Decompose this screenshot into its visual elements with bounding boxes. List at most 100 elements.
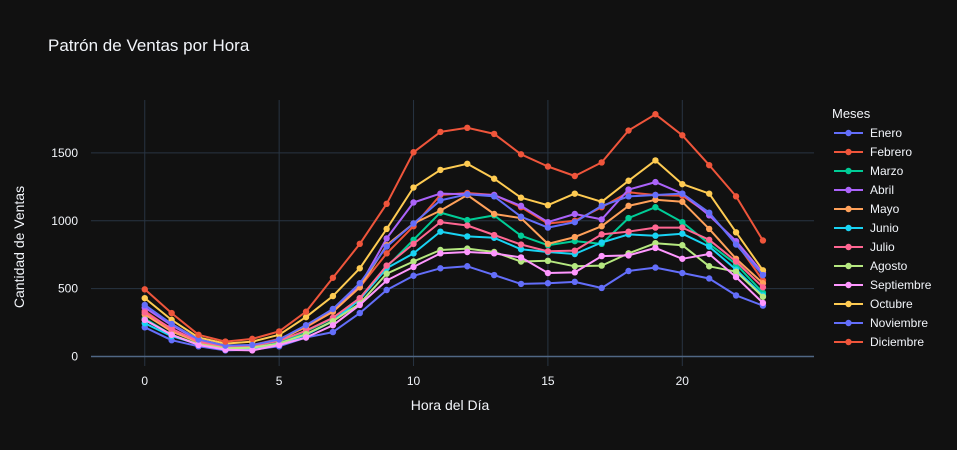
data-point bbox=[759, 271, 767, 279]
series-line bbox=[144, 246, 764, 352]
data-point bbox=[141, 286, 148, 293]
data-point bbox=[249, 335, 256, 343]
y-tick-label: 1000 bbox=[51, 214, 78, 228]
data-point bbox=[732, 193, 740, 200]
data-point bbox=[517, 246, 525, 253]
data-point bbox=[464, 222, 471, 229]
y-tick-label: 500 bbox=[58, 282, 78, 296]
legend-swatch-marker bbox=[845, 129, 852, 137]
legend-label: Noviembre bbox=[870, 316, 928, 330]
data-point bbox=[544, 280, 552, 287]
legend-item[interactable]: Marzo bbox=[834, 164, 904, 178]
data-point bbox=[329, 305, 337, 313]
data-point bbox=[383, 270, 390, 277]
data-point bbox=[437, 250, 444, 257]
legend-item[interactable]: Mayo bbox=[834, 202, 900, 216]
series-line bbox=[144, 192, 764, 347]
legend-label: Septiembre bbox=[870, 278, 932, 292]
data-point bbox=[652, 157, 659, 164]
data-point bbox=[464, 191, 471, 198]
data-point bbox=[625, 193, 632, 200]
data-point bbox=[544, 257, 552, 265]
data-point bbox=[302, 308, 310, 315]
series-line bbox=[144, 113, 764, 343]
data-point bbox=[383, 235, 390, 242]
data-point bbox=[517, 254, 525, 261]
legend-swatch-marker bbox=[845, 148, 852, 156]
data-point bbox=[383, 286, 390, 294]
data-point bbox=[571, 218, 578, 226]
legend-swatch-marker bbox=[845, 300, 852, 308]
data-point bbox=[652, 224, 659, 231]
x-tick-label: 10 bbox=[407, 374, 421, 388]
data-point bbox=[705, 250, 713, 258]
data-point bbox=[329, 274, 337, 281]
data-point bbox=[625, 214, 632, 222]
legend-item[interactable]: Abril bbox=[834, 183, 894, 197]
data-point bbox=[410, 240, 417, 248]
data-point bbox=[571, 263, 578, 270]
data-point bbox=[383, 262, 390, 269]
data-point bbox=[571, 233, 578, 241]
legend-swatch-marker bbox=[845, 262, 852, 270]
data-point bbox=[705, 225, 713, 233]
y-axis-ticks: 0 500 1000 1500 bbox=[51, 146, 78, 364]
legend-item[interactable]: Agosto bbox=[834, 259, 908, 273]
data-point bbox=[410, 272, 417, 279]
legend-label: Enero bbox=[870, 126, 902, 140]
data-point bbox=[679, 218, 686, 226]
data-point bbox=[598, 284, 605, 292]
legend-item[interactable]: Junio bbox=[834, 221, 899, 235]
data-point bbox=[679, 224, 686, 231]
x-tick-label: 5 bbox=[276, 374, 283, 388]
legend[interactable]: Enero Febrero Marzo Abril Mayo Junio Julio Agos… bbox=[834, 126, 932, 349]
data-point bbox=[356, 280, 363, 287]
y-tick-label: 1500 bbox=[51, 146, 78, 160]
data-point bbox=[168, 309, 175, 317]
data-point bbox=[652, 264, 659, 271]
data-point bbox=[544, 240, 552, 248]
data-point bbox=[625, 127, 632, 134]
legend-item[interactable]: Enero bbox=[834, 126, 902, 140]
series-line bbox=[144, 242, 764, 350]
data-point bbox=[356, 309, 363, 317]
series-noviembre bbox=[141, 190, 767, 349]
data-point bbox=[679, 198, 686, 205]
data-point bbox=[571, 269, 578, 276]
data-point bbox=[464, 124, 471, 132]
data-point bbox=[222, 338, 229, 345]
data-point bbox=[679, 230, 686, 237]
series-septiembre bbox=[141, 244, 767, 354]
x-axis-title: Hora del Día bbox=[411, 397, 490, 413]
legend-item[interactable]: Diciembre bbox=[834, 335, 924, 349]
data-point bbox=[544, 269, 552, 277]
legend-label: Mayo bbox=[870, 202, 900, 216]
data-point bbox=[410, 258, 417, 265]
y-axis-title: Cantidad de Ventas bbox=[11, 186, 27, 308]
data-point bbox=[679, 180, 686, 188]
data-point bbox=[195, 331, 202, 338]
legend-item[interactable]: Febrero bbox=[834, 145, 912, 159]
data-point bbox=[705, 236, 713, 243]
data-point bbox=[625, 252, 632, 259]
legend-item[interactable]: Julio bbox=[834, 240, 895, 254]
data-point bbox=[679, 242, 686, 249]
series-line bbox=[144, 159, 764, 345]
data-point bbox=[732, 229, 740, 236]
legend-item[interactable]: Septiembre bbox=[834, 278, 932, 292]
legend-label: Junio bbox=[870, 221, 899, 235]
data-point bbox=[759, 237, 767, 244]
data-point bbox=[410, 149, 417, 156]
data-point bbox=[302, 334, 310, 341]
legend-item[interactable]: Octubre bbox=[834, 297, 913, 311]
legend-label: Octubre bbox=[870, 297, 913, 311]
chart-title: Patrón de Ventas por Hora bbox=[48, 36, 250, 55]
data-point bbox=[598, 239, 605, 246]
data-point bbox=[571, 278, 578, 286]
legend-swatch-marker bbox=[845, 224, 852, 232]
data-point bbox=[141, 301, 148, 309]
data-point bbox=[410, 250, 417, 257]
legend-item[interactable]: Noviembre bbox=[834, 316, 928, 330]
legend-swatch-marker bbox=[845, 205, 852, 213]
data-point bbox=[598, 252, 605, 260]
